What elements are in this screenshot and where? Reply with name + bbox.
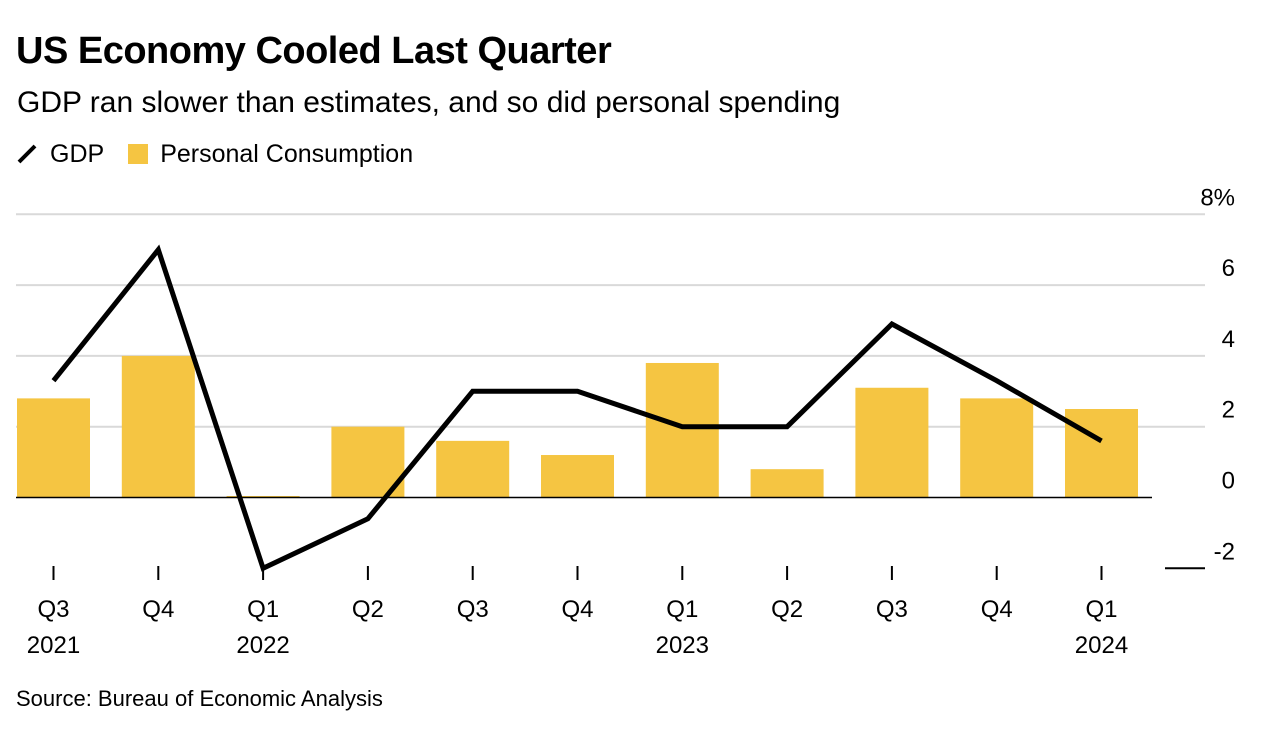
x-tick-label-quarter: Q4 — [142, 596, 174, 623]
source-note: Source: Bureau of Economic Analysis — [16, 686, 383, 711]
x-tick-label-quarter: Q3 — [876, 596, 908, 623]
x-tick-label-year: 2024 — [1075, 632, 1128, 659]
x-tick-label-year: 2022 — [236, 632, 289, 659]
legend-item-gdp: GDP — [16, 140, 104, 169]
consumption-bar — [436, 440, 510, 498]
y-tick-label: 4 — [1222, 326, 1235, 353]
x-tick-label-quarter: Q1 — [247, 596, 279, 623]
x-tick-label-year: 2021 — [27, 632, 80, 659]
x-tick-label-quarter: Q1 — [1085, 596, 1117, 623]
gdp-line — [51, 244, 1103, 572]
y-tick-label: 6 — [1222, 255, 1235, 282]
consumption-bar — [17, 398, 90, 498]
x-tick-label-quarter: Q2 — [352, 596, 384, 623]
y-tick-label: -2 — [1214, 538, 1235, 565]
consumption-bar — [750, 469, 824, 498]
x-tick-label-quarter: Q3 — [37, 596, 69, 623]
legend-line-swatch — [17, 144, 37, 164]
legend-label-consumption: Personal Consumption — [160, 139, 414, 168]
x-tick-label-quarter: Q3 — [457, 596, 489, 623]
legend: GDP Personal Consumption — [16, 138, 437, 170]
legend-box-swatch — [128, 144, 149, 164]
chart-subtitle: GDP ran slower than estimates, and so di… — [17, 86, 841, 119]
x-tick-label-quarter: Q2 — [771, 596, 803, 623]
consumption-bar — [855, 387, 929, 498]
chart-title: US Economy Cooled Last Quarter — [16, 30, 612, 72]
consumption-bar — [121, 355, 195, 498]
legend-label-gdp: GDP — [50, 139, 105, 168]
consumption-bar — [541, 455, 614, 498]
y-tick-label: 2 — [1222, 397, 1235, 424]
x-tick-label-quarter: Q4 — [981, 596, 1013, 623]
x-tick-label-quarter: Q4 — [561, 596, 593, 623]
x-tick-label-year: 2023 — [656, 632, 709, 659]
consumption-bar — [1065, 409, 1138, 498]
consumption-bar — [645, 362, 719, 498]
consumption-bar — [960, 398, 1034, 498]
y-tick-label: 8% — [1200, 184, 1235, 211]
legend-item-consumption: Personal Consumption — [128, 140, 413, 169]
x-tick-label-quarter: Q1 — [666, 596, 698, 623]
y-tick-label: 0 — [1222, 468, 1235, 495]
